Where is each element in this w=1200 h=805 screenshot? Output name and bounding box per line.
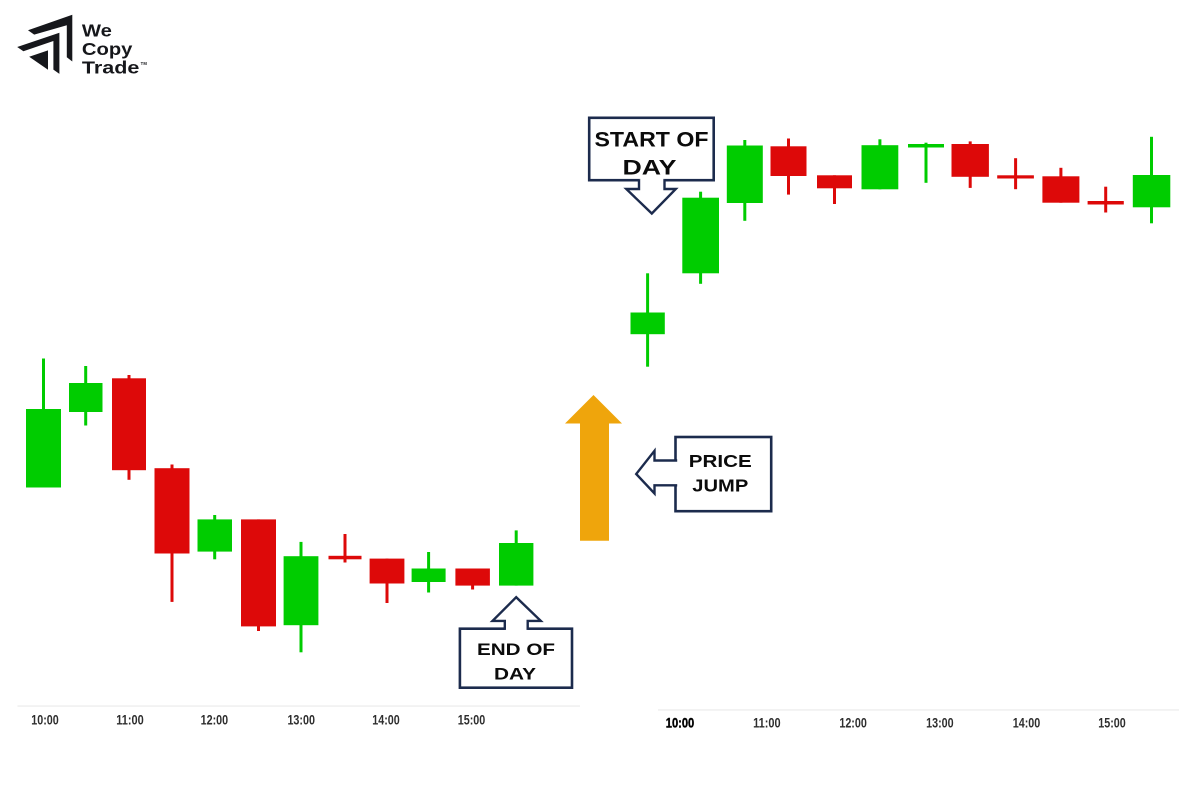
svg-text:Copy: Copy: [82, 39, 133, 59]
svg-text:13:00: 13:00: [926, 715, 954, 731]
svg-text:10:00: 10:00: [31, 711, 59, 727]
svg-text:12:00: 12:00: [839, 715, 867, 731]
svg-text:14:00: 14:00: [372, 711, 400, 727]
svg-text:13:00: 13:00: [287, 711, 315, 727]
svg-text:We: We: [82, 21, 112, 41]
svg-text:15:00: 15:00: [458, 711, 486, 727]
svg-text:PRICE: PRICE: [689, 451, 752, 471]
svg-text:TM: TM: [141, 61, 148, 66]
svg-text:15:00: 15:00: [1098, 715, 1126, 731]
svg-text:DAY: DAY: [494, 666, 536, 684]
svg-text:JUMP: JUMP: [692, 476, 748, 496]
svg-text:11:00: 11:00: [116, 711, 144, 727]
svg-text:Trade: Trade: [82, 57, 140, 77]
svg-text:10:00: 10:00: [666, 715, 695, 731]
svg-text:12:00: 12:00: [201, 711, 229, 727]
svg-text:START OF: START OF: [595, 128, 709, 151]
svg-text:14:00: 14:00: [1013, 715, 1041, 731]
svg-text:DAY: DAY: [623, 157, 677, 180]
svg-text:END OF: END OF: [477, 641, 555, 659]
svg-text:11:00: 11:00: [753, 715, 781, 731]
